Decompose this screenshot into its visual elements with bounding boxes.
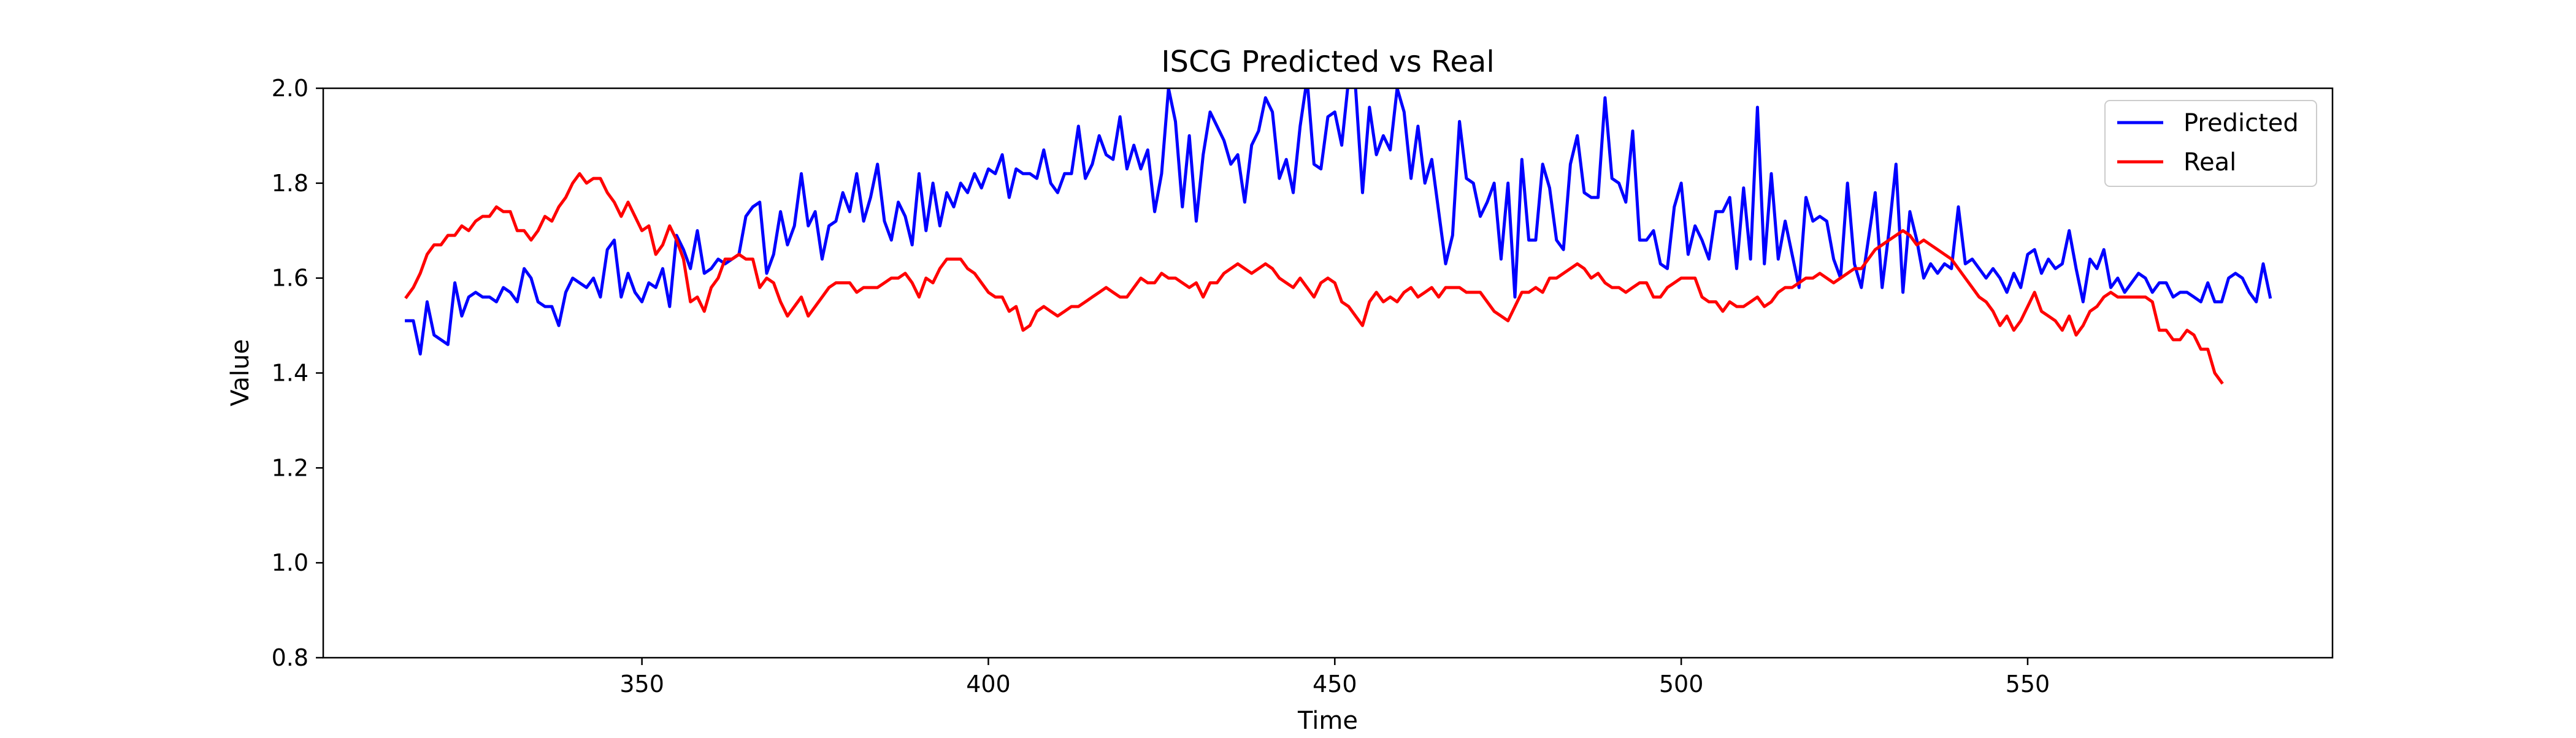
y-tick-label: 1.4 [272, 360, 309, 387]
x-tick-label: 400 [966, 671, 1011, 698]
legend-label-predicted: Predicted [2183, 109, 2299, 137]
ticks-layer: 350 400 450 500 550 0.8 1.0 1.2 1.4 1.6 1.8 2.0 [272, 75, 2050, 698]
series-line-real [404, 172, 2224, 385]
y-tick-label: 1.8 [272, 170, 309, 197]
y-tick-label: 1.2 [272, 454, 309, 481]
y-axis-label: Value [226, 339, 255, 406]
legend: Predicted Real [2104, 100, 2317, 187]
x-tick-label: 350 [619, 671, 664, 698]
legend-label-real: Real [2183, 148, 2236, 177]
x-tick-label: 450 [1313, 671, 1357, 698]
series-layer [404, 88, 2272, 385]
x-axis-label: Time [1297, 707, 1358, 735]
y-tick-label: 1.6 [272, 265, 309, 292]
y-tick-label: 2.0 [272, 75, 309, 102]
chart-title: ISCG Predicted vs Real [1161, 45, 1494, 79]
y-tick-label: 0.8 [272, 644, 309, 671]
x-tick-label: 550 [2006, 671, 2050, 698]
x-tick-label: 500 [1659, 671, 1704, 698]
y-tick-label: 1.0 [272, 549, 309, 576]
series-line-predicted [405, 88, 2272, 356]
